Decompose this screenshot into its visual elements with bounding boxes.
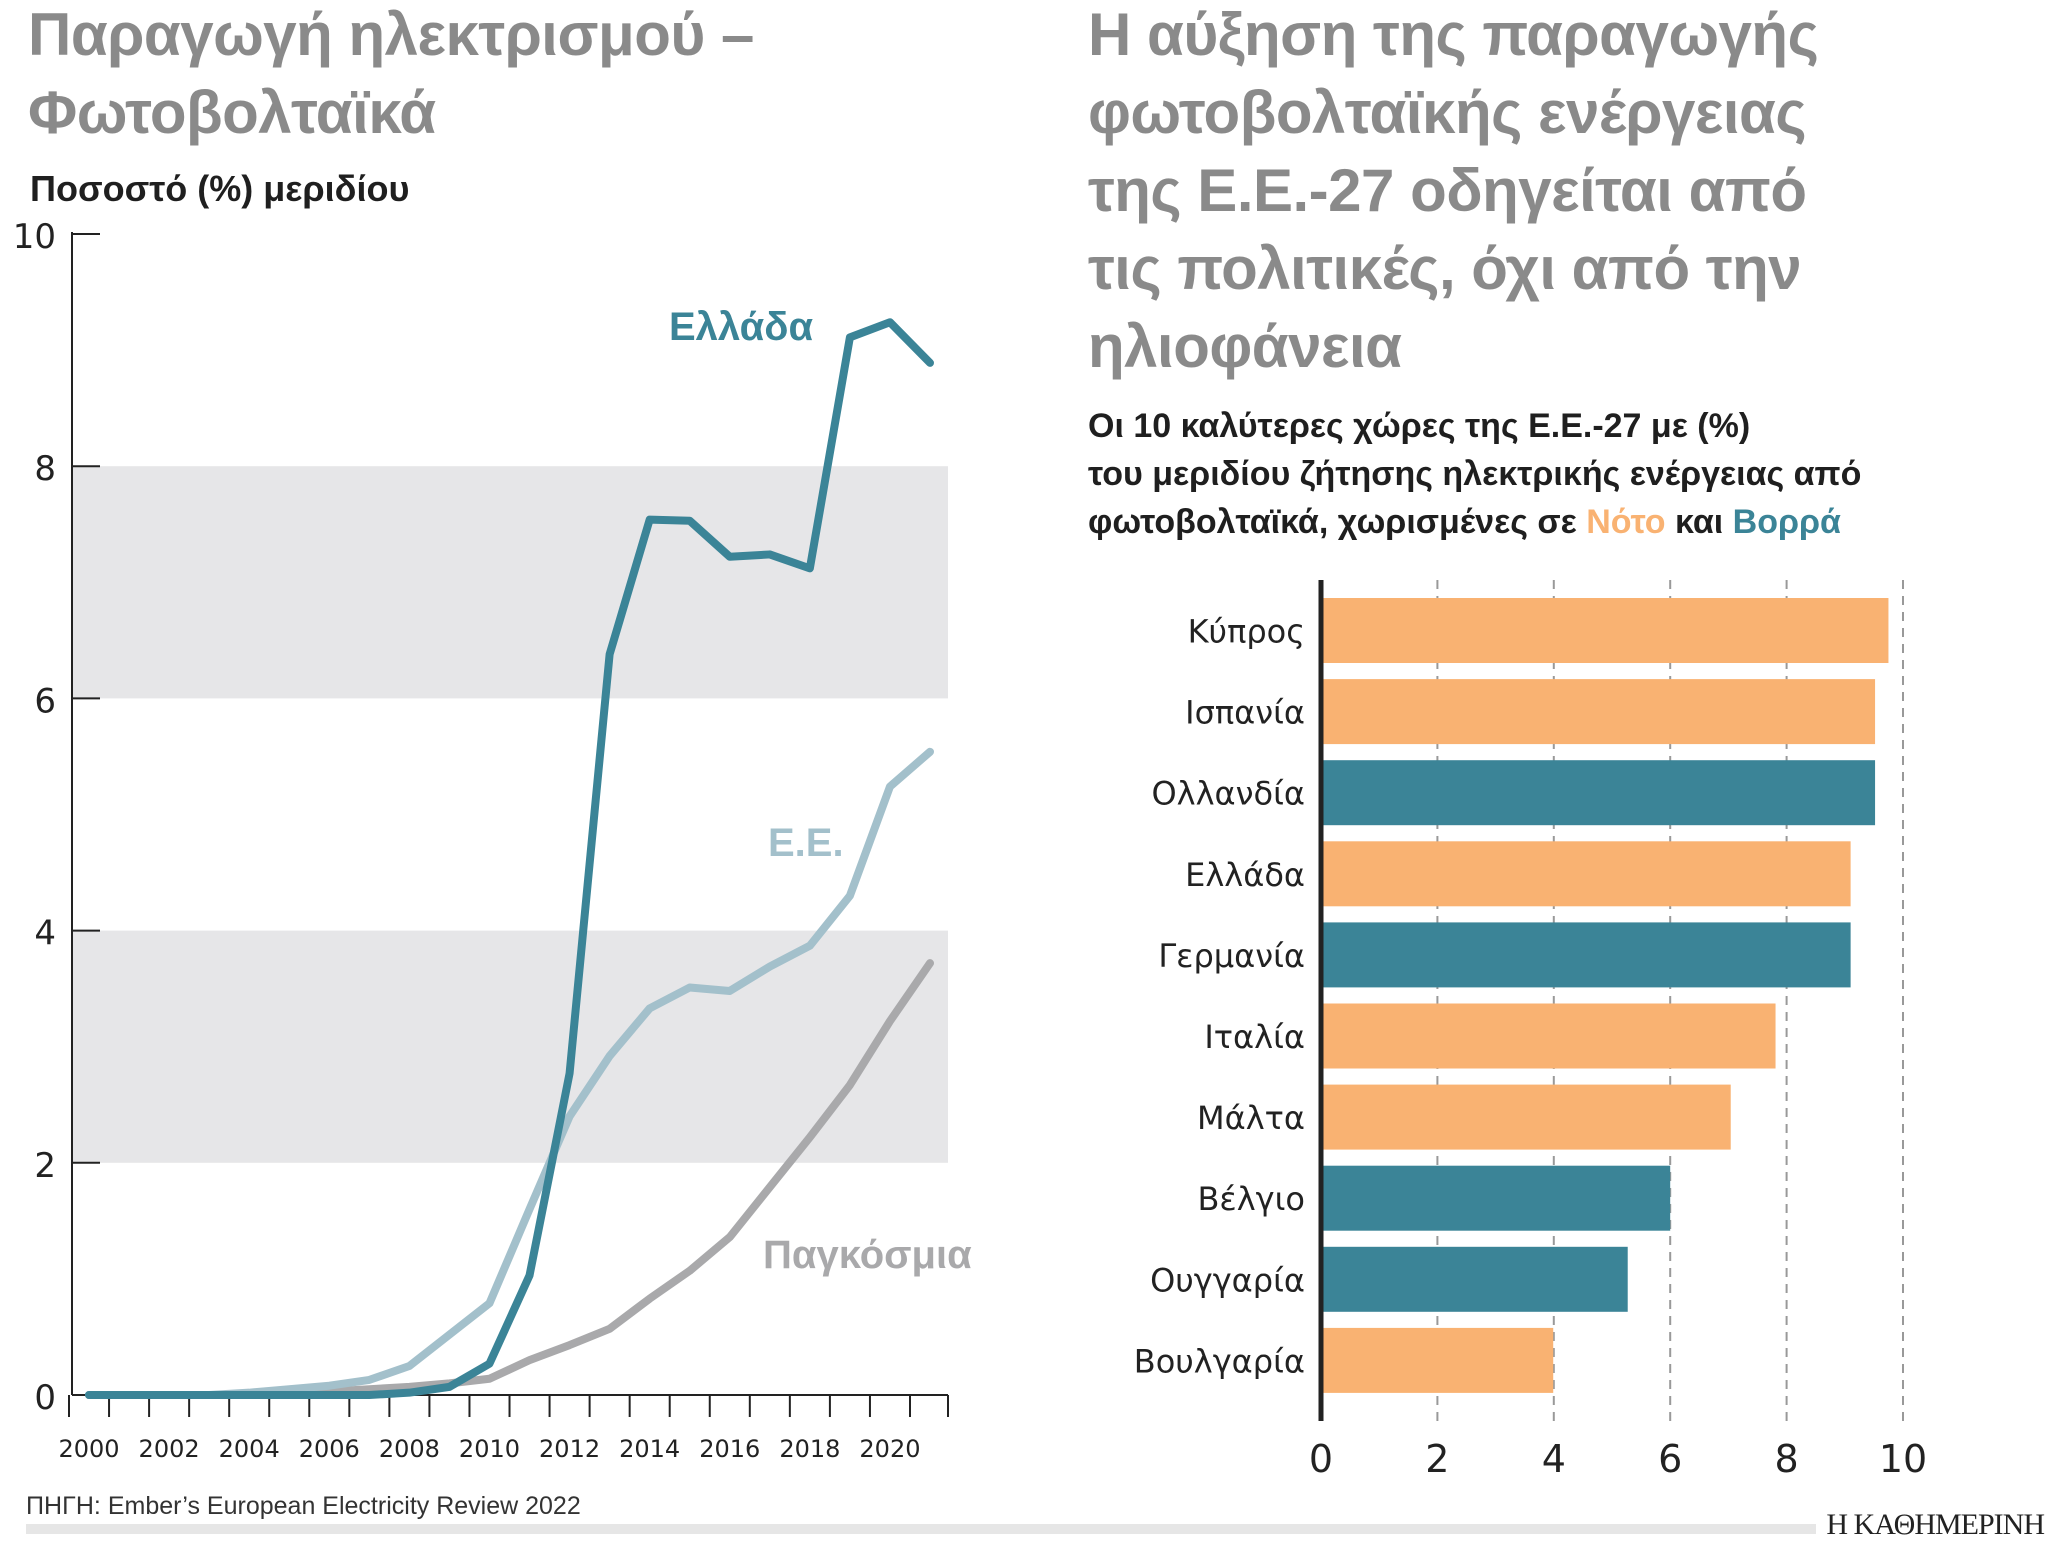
subtitle-text: φωτοβολταϊκά, χωρισμένες σε bbox=[1088, 503, 1587, 541]
category-label: Βέλγιο bbox=[1197, 1180, 1305, 1218]
x-tick-label: 0 bbox=[1309, 1437, 1333, 1481]
right-chart-subtitle: Οι 10 καλύτερες χώρες της Ε.Ε.-27 με (%)… bbox=[1088, 402, 1861, 546]
publisher-logo: Η ΚΑΘΗΜΕΡΙΝΗ bbox=[1826, 1508, 2045, 1541]
title-line: Η αύξηση της παραγωγής bbox=[1088, 1, 1819, 68]
series-label: Ελλάδα bbox=[669, 305, 814, 349]
title-line: Φωτοβολταϊκά bbox=[28, 79, 436, 146]
category-label: Ελλάδα bbox=[1185, 856, 1305, 894]
category-label: Ουγγαρία bbox=[1150, 1261, 1305, 1299]
legend-south: Νότο bbox=[1586, 503, 1666, 541]
y-tick-label: 4 bbox=[34, 914, 56, 954]
x-tick-label: 2014 bbox=[619, 1435, 680, 1463]
y-tick-label: 0 bbox=[34, 1378, 56, 1418]
x-tick-label: 2020 bbox=[859, 1435, 920, 1463]
bar bbox=[1321, 679, 1876, 745]
footer-divider bbox=[26, 1524, 1816, 1534]
title-line: της Ε.Ε.-27 οδηγείται από bbox=[1088, 157, 1807, 224]
y-tick-label: 8 bbox=[34, 449, 56, 489]
category-label: Κύπρος bbox=[1188, 613, 1305, 651]
x-tick-label: 2018 bbox=[779, 1435, 840, 1463]
category-label: Ολλανδία bbox=[1151, 775, 1305, 813]
bar bbox=[1321, 1084, 1731, 1150]
x-tick-label: 2 bbox=[1425, 1437, 1449, 1481]
bar bbox=[1321, 922, 1851, 988]
source-note: ΠΗΓΗ: Ember’s European Electricity Revie… bbox=[26, 1492, 581, 1520]
title-line: ηλιοφάνεια bbox=[1088, 313, 1402, 380]
title-line: Παραγωγή ηλεκτρισμού – bbox=[28, 1, 754, 68]
left-chart-subtitle: Ποσοστό (%) μεριδίου bbox=[30, 168, 410, 209]
x-tick-label: 2010 bbox=[459, 1435, 520, 1463]
x-tick-label: 10 bbox=[1879, 1437, 1927, 1481]
x-tick-label: 4 bbox=[1542, 1437, 1566, 1481]
subtitle-line: Οι 10 καλύτερες χώρες της Ε.Ε.-27 με (%) bbox=[1088, 407, 1751, 445]
y-tick-label: 2 bbox=[34, 1146, 56, 1186]
category-label: Ισπανία bbox=[1185, 694, 1305, 732]
x-tick-label: 2012 bbox=[539, 1435, 600, 1463]
bar bbox=[1321, 1165, 1671, 1231]
category-label: Γερμανία bbox=[1158, 937, 1305, 975]
category-label: Μάλτα bbox=[1197, 1099, 1305, 1137]
series-label: Παγκόσμια bbox=[763, 1233, 972, 1277]
x-tick-label: 2000 bbox=[58, 1435, 119, 1463]
bar bbox=[1321, 1003, 1776, 1069]
bar bbox=[1321, 598, 1889, 663]
x-tick-label: 2016 bbox=[699, 1435, 760, 1463]
legend-north: Βορρά bbox=[1732, 503, 1841, 541]
bar bbox=[1321, 760, 1876, 826]
title-line: τις πολιτικές, όχι από την bbox=[1088, 235, 1802, 302]
shaded-band bbox=[72, 930, 948, 1163]
x-tick-label: 2002 bbox=[139, 1435, 200, 1463]
x-tick-label: 2008 bbox=[379, 1435, 440, 1463]
series-line-0 bbox=[85, 318, 934, 1399]
bar bbox=[1321, 841, 1851, 907]
x-tick-label: 8 bbox=[1775, 1437, 1799, 1481]
title-line: φωτοβολταϊκής ενέργειας bbox=[1088, 79, 1807, 146]
y-tick-label: 6 bbox=[34, 681, 56, 721]
subtitle-line: φωτοβολταϊκά, χωρισμένες σε Νότο και Βορ… bbox=[1088, 498, 1861, 546]
bar bbox=[1321, 1246, 1628, 1312]
bar bbox=[1321, 1327, 1554, 1393]
x-tick-label: 6 bbox=[1658, 1437, 1682, 1481]
category-label: Ιταλία bbox=[1204, 1018, 1305, 1056]
left-chart-title: Παραγωγή ηλεκτρισμού – Φωτοβολταϊκά bbox=[28, 0, 754, 152]
right-chart-title: Η αύξηση της παραγωγής φωτοβολταϊκής ενέ… bbox=[1088, 0, 1819, 386]
shaded-band bbox=[72, 466, 948, 699]
category-label: Βουλγαρία bbox=[1134, 1342, 1305, 1380]
x-tick-label: 2006 bbox=[299, 1435, 360, 1463]
subtitle-line: του μεριδίου ζήτησης ηλεκτρικής ενέργεια… bbox=[1088, 455, 1862, 493]
y-tick-label: 10 bbox=[13, 217, 56, 257]
subtitle-text: και bbox=[1665, 503, 1733, 541]
series-label: Ε.Ε. bbox=[768, 821, 844, 865]
x-tick-label: 2004 bbox=[219, 1435, 280, 1463]
